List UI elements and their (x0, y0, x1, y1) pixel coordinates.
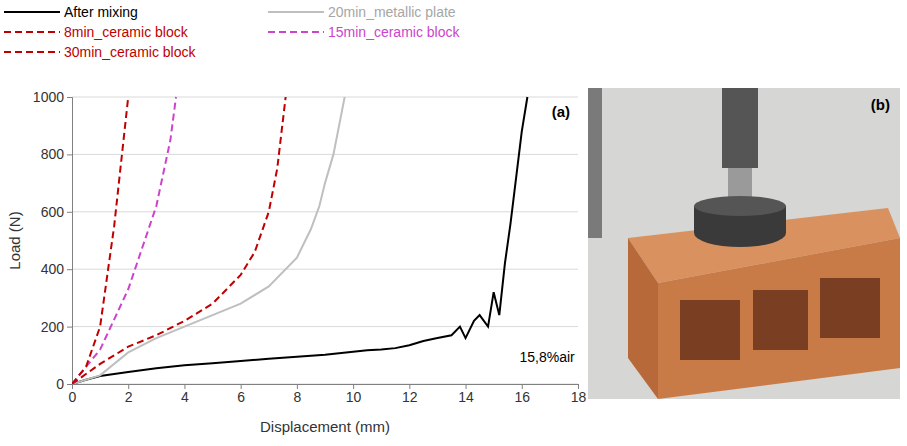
legend-label: 30min_ceramic block (64, 44, 196, 60)
x-tick: 2 (125, 384, 133, 405)
y-tick-label: 400 (41, 261, 65, 277)
y-tick-label: 200 (41, 319, 65, 335)
y-tick: 800 (41, 146, 72, 162)
x-tick-label: 12 (402, 389, 418, 405)
x-tick: 10 (346, 384, 362, 405)
y-tick-label: 1000 (33, 89, 64, 105)
figure: 0 2 4 6 8 10 12 14 16 18 0 200 400 600 800 1000 Displace… (0, 0, 907, 446)
machine-rod (728, 168, 752, 198)
x-tick: 6 (237, 384, 245, 405)
y-tick-mark (67, 327, 72, 328)
y-tick-mark (67, 384, 72, 385)
brick-hole (680, 300, 740, 360)
y-axis-title: Load (N) (6, 211, 23, 269)
annotation: 15,8%air (519, 349, 575, 365)
legend-swatch (268, 11, 324, 13)
y-axis: 0 200 400 600 800 1000 (33, 89, 73, 392)
y-tick-mark (67, 212, 72, 213)
legend: After mixing 20min_metallic plate 8min_cer… (4, 4, 460, 60)
machine-head (722, 88, 758, 168)
y-tick-mark (67, 154, 72, 155)
grid-line (72, 269, 578, 270)
legend-label: 20min_metallic plate (328, 4, 456, 20)
legend-swatch (268, 31, 324, 33)
x-tick-label: 4 (181, 389, 189, 405)
grid-line (72, 97, 578, 98)
x-tick-label: 18 (571, 389, 587, 405)
machine-column (588, 88, 602, 238)
grid-line (72, 211, 578, 212)
y-tick: 0 (56, 376, 72, 392)
series-line (72, 97, 345, 384)
y-tick: 400 (41, 261, 72, 277)
legend-swatch (4, 31, 60, 33)
panel-label: (a) (552, 103, 570, 120)
x-tick: 8 (293, 384, 301, 405)
brick-hole (820, 278, 880, 338)
legend-swatch (4, 51, 60, 53)
legend-label: 15min_ceramic block (328, 24, 460, 40)
x-axis-title: Displacement (mm) (260, 418, 390, 435)
x-tick: 12 (402, 384, 418, 405)
y-tick-label: 600 (41, 204, 65, 220)
grid (72, 97, 578, 384)
x-tick-label: 2 (125, 389, 133, 405)
lines (72, 97, 527, 384)
brick-side (628, 238, 658, 399)
x-tick-label: 8 (293, 389, 301, 405)
photo: (b) (588, 88, 900, 399)
series-line (72, 97, 176, 384)
x-tick: 16 (514, 384, 530, 405)
y-tick: 200 (41, 319, 72, 335)
y-axis-line (67, 98, 73, 385)
x-tick: 0 (69, 384, 77, 405)
photo-background (588, 88, 900, 399)
x-tick-label: 6 (237, 389, 245, 405)
loading-plate-top (694, 196, 786, 216)
series-line (72, 97, 527, 384)
legend-swatch (4, 11, 60, 13)
x-tick: 18 (571, 384, 587, 405)
panel-label: (b) (871, 96, 890, 113)
x-axis: 0 2 4 6 8 10 12 14 16 18 (69, 384, 587, 405)
x-tick-label: 0 (69, 389, 77, 405)
x-tick-label: 14 (458, 389, 474, 405)
grid-line (72, 326, 578, 327)
y-tick-label: 0 (56, 376, 64, 392)
y-tick-label: 800 (41, 146, 65, 162)
x-axis-line (73, 385, 579, 390)
y-tick: 1000 (33, 89, 72, 105)
x-tick-label: 10 (346, 389, 362, 405)
legend-label: After mixing (64, 4, 138, 20)
brick-front (658, 238, 900, 399)
series-line (72, 97, 128, 384)
y-tick-mark (67, 97, 72, 98)
x-tick: 14 (458, 384, 474, 405)
series-line (72, 97, 286, 384)
brick-hole (753, 290, 808, 350)
grid-line (72, 154, 578, 155)
x-tick-label: 16 (514, 389, 530, 405)
y-tick: 600 (41, 204, 72, 220)
legend-label: 8min_ceramic block (64, 24, 189, 40)
x-tick: 4 (181, 384, 189, 405)
y-tick-mark (67, 269, 72, 270)
